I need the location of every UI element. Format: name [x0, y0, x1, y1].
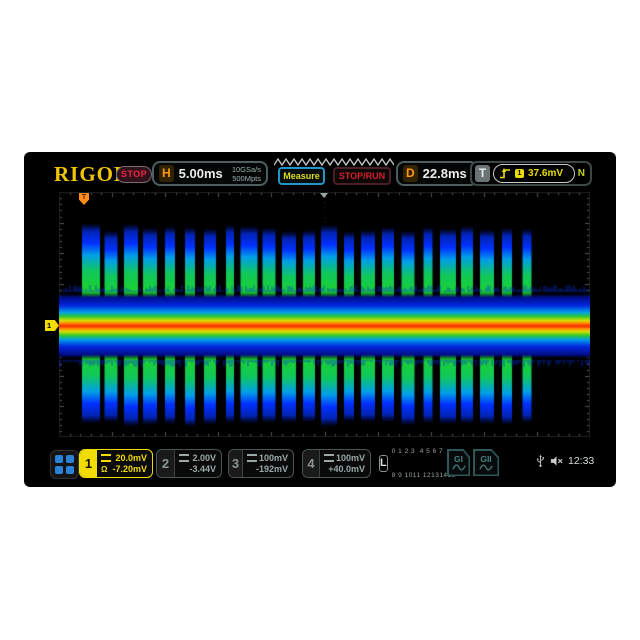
measure-button[interactable]: Measure: [278, 167, 325, 185]
channel-2-button[interactable]: 2 2.00V -3.44V: [156, 449, 222, 478]
dc-coupling-icon: [101, 454, 111, 462]
trigger-slope-icon: [500, 168, 510, 179]
menu-grid-icon: [55, 455, 74, 474]
delay-settings-button[interactable]: D 22.8ms: [396, 161, 478, 186]
generator-2-button[interactable]: GII: [473, 449, 499, 476]
logic-label: L: [379, 455, 388, 472]
trigger-level-value: 37.6mV: [528, 168, 564, 179]
channel-3-tab: 3: [229, 450, 243, 477]
channel-2-offset: -3.44V: [189, 463, 216, 474]
channel-3-offset: -192mV: [255, 463, 288, 474]
trigger-settings-button[interactable]: T 1 37.6mV N: [470, 161, 592, 186]
logic-channels-button[interactable]: L 0 1 2 3 4 5 6 7 8 9 1011 12131415: [377, 448, 455, 479]
impedance-icon: Ω: [101, 464, 108, 474]
generator-1-label: GI: [454, 453, 463, 464]
dc-coupling-icon: [246, 454, 257, 462]
dc-coupling-icon: [179, 454, 189, 462]
channel-3-button[interactable]: 3 100mV -192mV: [228, 449, 294, 478]
dc-coupling-icon: [323, 454, 334, 462]
clock[interactable]: 12:33: [568, 455, 595, 467]
zigzag-decoration: [274, 157, 394, 166]
channel-1-scale: 20.0mV: [115, 452, 147, 463]
logic-row-2: 8 9 1011 12131415: [391, 471, 456, 479]
channel-2-scale: 2.00V: [192, 452, 216, 463]
trigger-position-icon[interactable]: T: [79, 193, 89, 205]
memory-depth: 500Mpts: [232, 173, 261, 183]
trigger-sweep-mode: N: [577, 168, 585, 179]
delay-label: D: [403, 165, 418, 182]
sine-wave-icon: [451, 463, 466, 471]
channel-1-offset: -7.20mV: [112, 463, 147, 474]
sine-wave-icon: [479, 463, 493, 471]
channel-2-tab: 2: [157, 450, 175, 477]
delay-value: 22.8ms: [422, 166, 467, 181]
trigger-source-badge: 1: [515, 169, 524, 178]
waveform-area: [59, 192, 590, 437]
generator-2-label: GII: [480, 453, 492, 464]
channel-1-tab: 1: [80, 450, 97, 477]
waveform-display: [59, 192, 590, 437]
stop-run-button[interactable]: STOP/RUN: [333, 167, 391, 185]
usb-icon: [536, 454, 544, 467]
trigger-info-pill: 1 37.6mV: [493, 164, 575, 183]
center-marker-icon: [320, 193, 328, 198]
horizontal-settings-button[interactable]: H 5.00ms 10GSa/s 500Mpts: [152, 161, 268, 186]
channel-4-scale: 100mV: [335, 452, 365, 463]
trigger-label: T: [475, 165, 490, 182]
channel-1-button[interactable]: 1 20.0mV Ω -7.20mV: [79, 449, 153, 478]
channel-3-scale: 100mV: [258, 452, 288, 463]
channel-4-offset: +40.0mV: [328, 463, 365, 474]
sample-rate: 10GSa/s: [231, 164, 261, 174]
logic-row-1: 0 1 2 3 4 5 6 7: [391, 447, 444, 455]
menu-button[interactable]: [50, 450, 79, 479]
channel1-position-icon[interactable]: 1: [45, 320, 59, 331]
rigol-logo: RIGOL: [54, 162, 130, 186]
horizontal-label: H: [159, 165, 174, 182]
channel-4-button[interactable]: 4 100mV +40.0mV: [302, 449, 371, 478]
run-state-badge: STOP: [116, 166, 152, 183]
timebase-value: 5.00ms: [178, 166, 223, 181]
acquisition-info: 10GSa/s 500Mpts: [232, 165, 261, 183]
speaker-muted-icon[interactable]: [550, 455, 563, 467]
oscilloscope-screen: RIGOL STOP H 5.00ms 10GSa/s 500Mpts Meas…: [24, 152, 616, 487]
generator-1-button[interactable]: GI: [447, 449, 470, 476]
channel-4-tab: 4: [303, 450, 320, 477]
